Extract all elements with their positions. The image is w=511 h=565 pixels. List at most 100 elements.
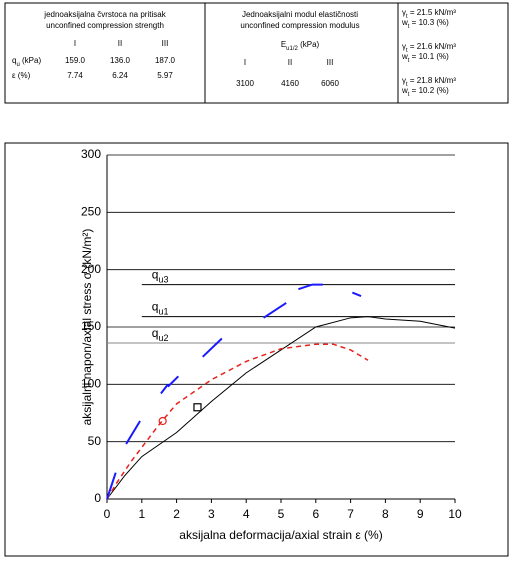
text-part: III bbox=[162, 39, 169, 48]
y-tick-label: 0 bbox=[94, 491, 101, 505]
y-tick-label: 300 bbox=[81, 147, 101, 161]
text-part: jednoaksijalna čvrstoca na pritisak bbox=[43, 10, 166, 19]
text-part: = 10.3 (%) bbox=[409, 18, 449, 27]
series-line bbox=[106, 316, 456, 500]
text-part: w bbox=[401, 52, 408, 61]
text-part: γ bbox=[402, 76, 406, 85]
text-part: III bbox=[327, 58, 334, 67]
text-part: I bbox=[244, 58, 246, 67]
subscript: t bbox=[406, 48, 408, 54]
y-tick-label: 100 bbox=[81, 377, 101, 391]
x-tick-label: 6 bbox=[312, 507, 319, 521]
text-part: 136.0 bbox=[110, 56, 131, 65]
y-tick-label: 50 bbox=[88, 434, 102, 448]
table-title: unconfined compression modulus bbox=[240, 21, 359, 30]
text-part: = 21.8 kN/m³ bbox=[408, 76, 457, 85]
x-tick-label: 3 bbox=[208, 507, 215, 521]
y-tick-label: 250 bbox=[81, 205, 101, 219]
text-part: 5.97 bbox=[157, 71, 173, 80]
reference-label: qu2 bbox=[152, 326, 169, 343]
row-label: ε (%) bbox=[12, 71, 31, 80]
table-cell: 5.97 bbox=[157, 71, 173, 80]
subscript: t bbox=[406, 14, 408, 20]
y-tick-label: 150 bbox=[81, 319, 101, 333]
text-part: unconfined compression strength bbox=[46, 21, 164, 30]
x-tick-label: 9 bbox=[417, 507, 424, 521]
table-title: jednoaksijalna čvrstoca na pritisak bbox=[43, 10, 166, 19]
water-content: wt = 10.1 (%) bbox=[401, 52, 449, 63]
text-part: 6.24 bbox=[112, 71, 128, 80]
series-line bbox=[106, 343, 369, 500]
table-cell: 6.24 bbox=[112, 71, 128, 80]
y-tick-label: 200 bbox=[81, 262, 101, 276]
text-part: q bbox=[152, 326, 159, 340]
x-tick-label: 2 bbox=[173, 507, 180, 521]
table-title: unconfined compression strength bbox=[46, 21, 164, 30]
text-part: γ bbox=[402, 8, 406, 17]
text-part: = 21.5 kN/m³ bbox=[408, 8, 457, 17]
x-tick-label: 0 bbox=[104, 507, 111, 521]
subscript: u2 bbox=[158, 333, 168, 343]
table-cell: 187.0 bbox=[155, 56, 176, 65]
reference-label: qu3 bbox=[152, 268, 169, 285]
text-part: 3100 bbox=[236, 79, 254, 88]
subscript: t bbox=[408, 24, 410, 30]
y-axis-label: aksijalni napon/axial stress σ (kN/m²) bbox=[80, 229, 94, 426]
table-cell: 4160 bbox=[281, 79, 299, 88]
table-header: III bbox=[162, 39, 169, 48]
x-tick-label: 7 bbox=[347, 507, 354, 521]
text-part: 187.0 bbox=[155, 56, 176, 65]
table-header: II bbox=[288, 58, 292, 67]
table-cell: 159.0 bbox=[65, 56, 86, 65]
text-part: II bbox=[118, 39, 122, 48]
water-content: wt = 10.2 (%) bbox=[401, 86, 449, 97]
table-title: Jednoaksijalni modul elastičnosti bbox=[242, 10, 358, 19]
text-part: w bbox=[401, 86, 408, 95]
text-part: 7.74 bbox=[67, 71, 83, 80]
x-tick-label: 8 bbox=[382, 507, 389, 521]
x-tick-label: 5 bbox=[278, 507, 285, 521]
text-part: q bbox=[152, 268, 159, 282]
text-part: Jednoaksijalni modul elastičnosti bbox=[242, 10, 358, 19]
subscript: u bbox=[16, 62, 19, 68]
text-part: = 21.6 kN/m³ bbox=[408, 42, 457, 51]
text-part: E bbox=[281, 40, 286, 49]
subscript: t bbox=[408, 58, 410, 64]
x-axis-label: aksijalna deformacija/axial strain ε (%) bbox=[179, 528, 382, 542]
text-part: ε bbox=[12, 71, 16, 80]
x-tick-label: 10 bbox=[448, 507, 462, 521]
text-part: γ bbox=[402, 42, 406, 51]
text-part: I bbox=[74, 39, 76, 48]
text-part: II bbox=[288, 58, 292, 67]
text-part: = 10.1 (%) bbox=[409, 52, 449, 61]
text-part: = 10.2 (%) bbox=[409, 86, 449, 95]
subscript: u3 bbox=[158, 275, 168, 285]
table-cell: 136.0 bbox=[110, 56, 131, 65]
unit-weight: γt = 21.8 kN/m³ bbox=[402, 76, 456, 87]
table-header: I bbox=[244, 58, 246, 67]
subscript: t bbox=[406, 82, 408, 88]
row-label: qu (kPa) bbox=[12, 56, 41, 67]
text-part: q bbox=[152, 300, 159, 314]
x-tick-label: 4 bbox=[243, 507, 250, 521]
unit-weight: γt = 21.5 kN/m³ bbox=[402, 8, 456, 19]
chart-box bbox=[4, 142, 509, 557]
table-cell: 3100 bbox=[236, 79, 254, 88]
subscript: u1 bbox=[158, 307, 168, 317]
marker bbox=[158, 416, 167, 426]
text-part: 6060 bbox=[321, 79, 339, 88]
subscript: u1/2 bbox=[286, 46, 298, 52]
marker bbox=[193, 403, 202, 412]
table-header: II bbox=[118, 39, 122, 48]
x-tick-label: 1 bbox=[138, 507, 145, 521]
unit-weight: γt = 21.6 kN/m³ bbox=[402, 42, 456, 53]
text-part: w bbox=[401, 18, 408, 27]
water-content: wt = 10.3 (%) bbox=[401, 18, 449, 29]
table-cell: 7.74 bbox=[67, 71, 83, 80]
text-part: 159.0 bbox=[65, 56, 86, 65]
text-part: 4160 bbox=[281, 79, 299, 88]
text-part: q bbox=[12, 56, 16, 65]
text-part: (kPa) bbox=[20, 56, 42, 65]
